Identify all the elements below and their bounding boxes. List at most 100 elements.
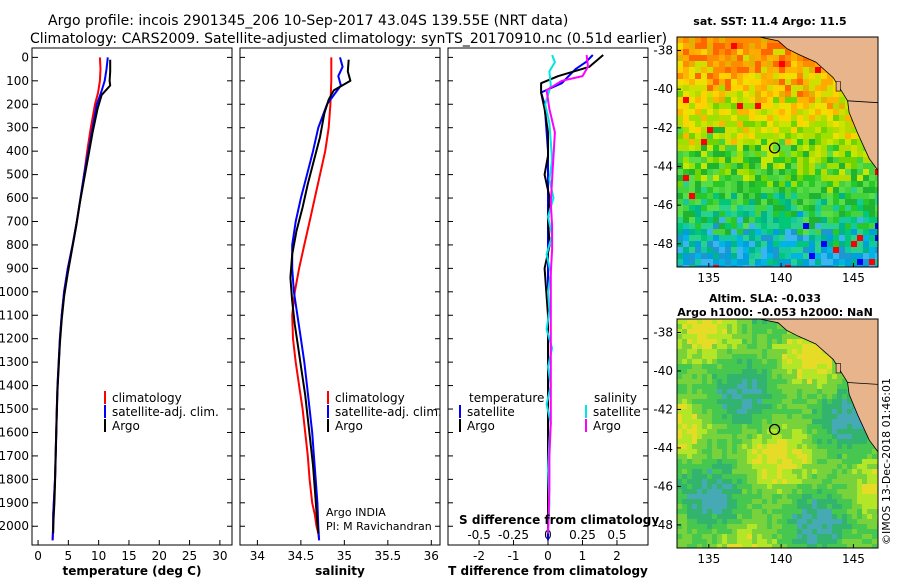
- map-cell: [689, 55, 695, 61]
- map-cell: [752, 494, 757, 499]
- map-cell: [791, 259, 797, 265]
- map-cell: [837, 524, 842, 529]
- map-cell: [757, 524, 762, 529]
- map-cell: [725, 241, 731, 247]
- map-cell: [869, 169, 875, 175]
- map-cell: [767, 414, 772, 419]
- map-cell: [797, 121, 803, 127]
- map-cell: [815, 157, 821, 163]
- map-cell: [832, 379, 837, 384]
- map-cell: [817, 509, 822, 514]
- map-cell: [842, 514, 847, 519]
- map-cell: [797, 399, 802, 404]
- map-cell: [712, 509, 717, 514]
- map-cell: [875, 193, 878, 199]
- map-cell: [747, 524, 752, 529]
- map-cell: [827, 181, 833, 187]
- map-cell: [731, 127, 737, 133]
- map-cell: [827, 97, 833, 103]
- map-cell: [702, 489, 707, 494]
- map-cell: [757, 509, 762, 514]
- map-cell: [717, 424, 722, 429]
- map-cell: [697, 484, 702, 489]
- map-cell: [875, 259, 878, 265]
- map-cell: [707, 419, 712, 424]
- map-cell: [802, 489, 807, 494]
- map-cell: [707, 127, 713, 133]
- map-cell: [815, 205, 821, 211]
- map-cell: [712, 499, 717, 504]
- map-cell: [755, 205, 761, 211]
- map-cell: [761, 181, 767, 187]
- map-cell: [731, 97, 737, 103]
- map-cell: [833, 229, 839, 235]
- map-cell: [717, 539, 722, 544]
- map-cell: [677, 169, 683, 175]
- map-cell: [747, 369, 752, 374]
- map-cell: [677, 364, 682, 369]
- map-cell: [752, 424, 757, 429]
- map-cell: [717, 344, 722, 349]
- map-cell: [749, 43, 755, 49]
- map-cell: [722, 389, 727, 394]
- map-cell: [797, 127, 803, 133]
- map-cell: [707, 339, 712, 344]
- map-cell: [692, 419, 697, 424]
- map-cell: [833, 109, 839, 115]
- map-cell: [803, 211, 809, 217]
- map-cell: [747, 364, 752, 369]
- map-cell: [863, 169, 869, 175]
- map-cell: [737, 181, 743, 187]
- map-cell: [773, 61, 779, 67]
- map-cell: [812, 379, 817, 384]
- map-cell: [683, 229, 689, 235]
- map-cell: [777, 459, 782, 464]
- map-cell: [842, 529, 847, 534]
- map-cell: [777, 514, 782, 519]
- map-cell: [822, 369, 827, 374]
- map-cell: [833, 187, 839, 193]
- map-cell: [821, 217, 827, 223]
- depth-tick-label: 600: [6, 191, 29, 205]
- map-cell: [767, 359, 772, 364]
- map-cell: [851, 235, 857, 241]
- map-cell: [695, 55, 701, 61]
- map-cell: [797, 339, 802, 344]
- map-cell: [847, 404, 852, 409]
- map-cell: [807, 434, 812, 439]
- map-cell: [707, 223, 713, 229]
- map-cell: [857, 193, 863, 199]
- map-cell: [797, 211, 803, 217]
- map-cell: [677, 49, 683, 55]
- map-cell: [702, 544, 707, 548]
- map-cell: [767, 133, 773, 139]
- map-cell: [867, 514, 872, 519]
- map-cell: [722, 359, 727, 364]
- map-cell: [752, 464, 757, 469]
- map-cell: [832, 519, 837, 524]
- map-cell: [809, 151, 815, 157]
- map-cell: [803, 157, 809, 163]
- map-cell: [713, 157, 719, 163]
- map-cell: [817, 384, 822, 389]
- map-cell: [677, 374, 682, 379]
- map-cell: [777, 449, 782, 454]
- map-cell: [725, 199, 731, 205]
- map-cell: [682, 449, 687, 454]
- map-cell: [773, 145, 779, 151]
- map-cell: [791, 163, 797, 169]
- map-cell: [837, 539, 842, 544]
- map-cell: [773, 259, 779, 265]
- map-cell: [779, 199, 785, 205]
- map-cell: [827, 73, 833, 79]
- map-cell: [815, 163, 821, 169]
- map-cell: [749, 223, 755, 229]
- map-cell: [809, 91, 815, 97]
- map-cell: [851, 175, 857, 181]
- map-cell: [687, 354, 692, 359]
- map-cell: [677, 259, 683, 265]
- map-cell: [807, 374, 812, 379]
- map-cell: [762, 369, 767, 374]
- map-cell: [797, 109, 803, 115]
- map-cell: [862, 464, 867, 469]
